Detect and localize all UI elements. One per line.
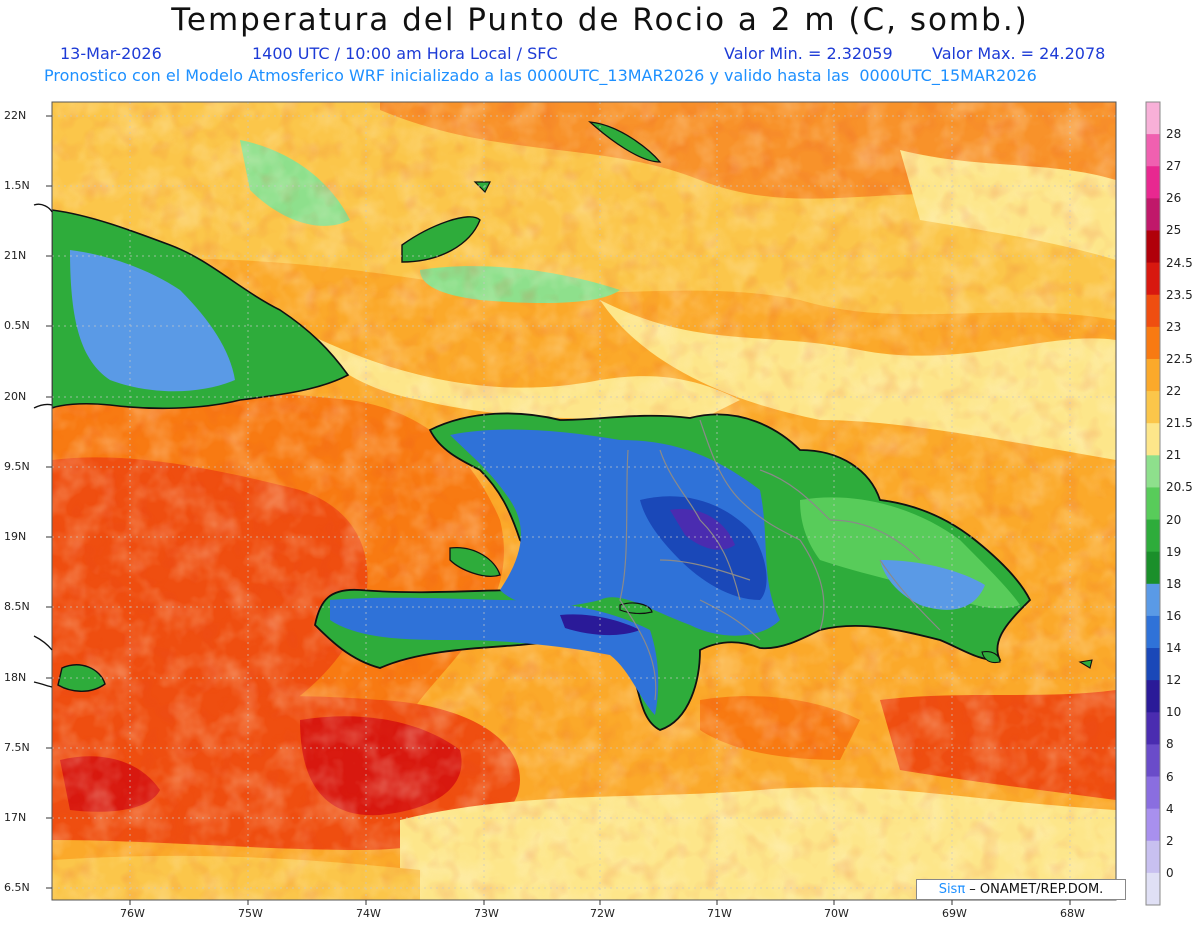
legend-swatch xyxy=(1146,680,1160,713)
legend-swatch xyxy=(1146,776,1160,810)
legend-level-label: 14 xyxy=(1166,641,1182,656)
lat-label: 18N xyxy=(4,671,27,684)
legend-swatch xyxy=(1146,102,1160,135)
legend-swatch xyxy=(1146,872,1160,906)
legend-level-label: 21.5 xyxy=(1166,416,1193,431)
model-description: Pronostico con el Modelo Atmosferico WRF… xyxy=(44,66,1037,85)
legend-swatch xyxy=(1146,487,1160,521)
legend-swatch xyxy=(1146,712,1160,745)
credit-text: – ONAMET/REP.DOM. xyxy=(965,882,1104,897)
legend-level-label: 21 xyxy=(1166,448,1182,463)
legend-level-label: 4 xyxy=(1166,801,1174,816)
legend-level-label: 23.5 xyxy=(1166,287,1193,302)
legend-level-label: 6 xyxy=(1166,769,1174,784)
legend-level-label: 26 xyxy=(1166,191,1182,206)
map-title: Temperatura del Punto de Rocio a 2 m (C,… xyxy=(171,2,1029,38)
min-value: Valor Min. = 2.32059 xyxy=(724,44,893,63)
legend-swatch xyxy=(1146,551,1160,585)
legend-level-label: 22.5 xyxy=(1166,351,1193,366)
lat-label: 21N xyxy=(4,249,27,262)
legend-level-label: 27 xyxy=(1166,159,1182,174)
legend-level-label: 25 xyxy=(1166,223,1182,238)
legend-frame xyxy=(1145,101,1161,906)
legend-level-label: 20 xyxy=(1166,512,1182,527)
legend-level-label: 10 xyxy=(1166,705,1182,720)
legend-swatch xyxy=(1146,583,1160,617)
legend-level-label: 28 xyxy=(1166,127,1182,142)
legend-swatch xyxy=(1146,230,1160,264)
lat-label: 19N xyxy=(4,530,27,543)
lat-label: 20N xyxy=(4,390,27,403)
shaded-field xyxy=(52,102,1116,900)
credit-box: Sisπ – ONAMET/REP.DOM. xyxy=(916,879,1126,900)
lon-label: 68W xyxy=(1060,907,1085,920)
lat-label: 7.5N xyxy=(4,741,30,754)
lat-label: 0.5N xyxy=(4,319,30,332)
legend-swatch xyxy=(1146,358,1160,392)
legend-swatch xyxy=(1146,262,1160,296)
lon-label: 71W xyxy=(707,907,732,920)
credit-brand: Sisπ xyxy=(938,882,966,897)
legend-swatch xyxy=(1146,648,1160,681)
lon-label: 74W xyxy=(356,907,381,920)
legend-swatch xyxy=(1146,391,1160,424)
legend-level-label: 12 xyxy=(1166,673,1182,688)
forecast-date: 13-Mar-2026 xyxy=(60,44,162,63)
legend-level-label: 16 xyxy=(1166,608,1182,623)
color-legend xyxy=(1145,101,1161,906)
legend-swatch xyxy=(1146,294,1160,328)
lat-label: 9.5N xyxy=(4,460,30,473)
map-frame xyxy=(51,101,1117,901)
legend-swatch xyxy=(1146,840,1160,874)
lat-label: 8.5N xyxy=(4,600,30,613)
lon-label: 69W xyxy=(942,907,967,920)
legend-level-label: 0 xyxy=(1166,865,1174,880)
legend-level-label: 24.5 xyxy=(1166,255,1193,270)
legend-level-label: 20.5 xyxy=(1166,480,1193,495)
legend-level-label: 8 xyxy=(1166,737,1174,752)
legend-level-label: 22 xyxy=(1166,384,1182,399)
legend-swatch xyxy=(1146,744,1160,778)
hispaniola-landmass xyxy=(314,412,1032,731)
lat-label: 6.5N xyxy=(4,881,30,894)
legend-level-label: 2 xyxy=(1166,833,1174,848)
lon-label: 73W xyxy=(474,907,499,920)
legend-swatch xyxy=(1146,808,1160,842)
jamaica-landmass xyxy=(57,664,106,692)
legend-swatch xyxy=(1146,519,1160,553)
legend-swatch xyxy=(1146,326,1160,360)
lat-label: 22N xyxy=(4,109,27,122)
forecast-time: 1400 UTC / 10:00 am Hora Local / SFC xyxy=(252,44,558,63)
legend-swatch xyxy=(1146,423,1160,456)
legend-level-label: 18 xyxy=(1166,576,1182,591)
lat-label: 1.5N xyxy=(4,179,30,192)
legend-level-label: 19 xyxy=(1166,544,1182,559)
legend-swatch xyxy=(1146,134,1160,167)
graticule xyxy=(52,102,1116,900)
legend-level-label: 23 xyxy=(1166,319,1182,334)
legend-swatch xyxy=(1146,198,1160,231)
legend-swatch xyxy=(1146,166,1160,199)
lon-label: 70W xyxy=(824,907,849,920)
legend-swatch xyxy=(1146,455,1160,488)
lon-label: 76W xyxy=(120,907,145,920)
lon-label: 75W xyxy=(238,907,263,920)
max-value: Valor Max. = 24.2078 xyxy=(932,44,1106,63)
lat-label: 17N xyxy=(4,811,27,824)
lon-label: 72W xyxy=(590,907,615,920)
legend-swatch xyxy=(1146,615,1160,649)
